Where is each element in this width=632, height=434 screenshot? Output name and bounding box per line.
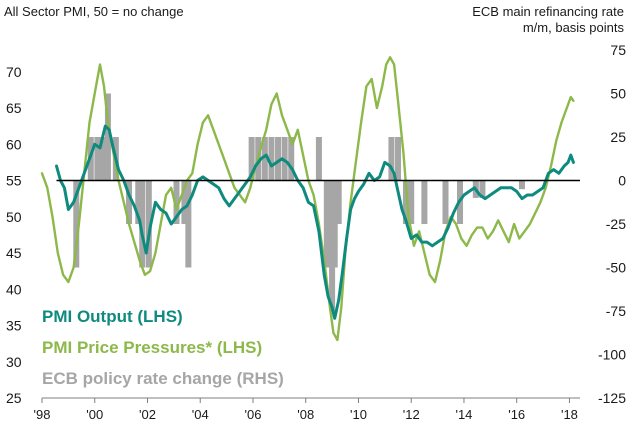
y-left-tick-label: 70 — [6, 64, 22, 80]
y-left-tick-label: 55 — [6, 173, 22, 189]
right-axis-label: ECB main refinancing rate m/m, basis poi… — [472, 4, 624, 36]
policy-rate-bar — [126, 180, 133, 224]
x-tick-label: '04 — [192, 407, 209, 422]
policy-rate-bar — [248, 137, 255, 181]
right-axis-label-line2: m/m, basis points — [522, 20, 624, 35]
policy-rate-bar — [135, 180, 142, 224]
policy-rate-bar — [421, 180, 428, 224]
policy-rate-bar — [395, 137, 402, 181]
legend-output: PMI Output (LHS) — [42, 307, 183, 326]
y-left-tick-label: 65 — [6, 100, 22, 116]
policy-rate-bar — [145, 180, 152, 268]
policy-rate-bar — [479, 180, 486, 198]
y-right-tick-label: 75 — [610, 42, 626, 58]
series-lines — [40, 56, 575, 342]
x-tick-label: '18 — [561, 407, 578, 422]
y-right-tick-label: 50 — [610, 86, 626, 102]
x-tick-label: '10 — [350, 407, 367, 422]
x-tick-label: '12 — [403, 407, 420, 422]
policy-rate-bar — [94, 137, 101, 181]
policy-rate-bar — [104, 93, 111, 181]
legend-policy: ECB policy rate change (RHS) — [42, 369, 284, 388]
y-left-tick-label: 40 — [6, 281, 22, 297]
x-tick-label: '14 — [455, 407, 472, 422]
y-left-tick-label: 45 — [6, 245, 22, 261]
y-right-tick-label: 25 — [610, 129, 626, 145]
policy-rate-bar — [518, 180, 525, 190]
policy-rate-bar — [315, 137, 322, 181]
y-right-tick-label: -25 — [606, 216, 626, 232]
x-tick-label: '16 — [508, 407, 525, 422]
y-right-tick-label: -75 — [606, 303, 626, 319]
policy-rate-bar — [99, 137, 106, 181]
pmi-output-line — [55, 124, 575, 320]
y-left-tick-label: 25 — [6, 390, 22, 406]
y-left-tick-label: 50 — [6, 209, 22, 225]
x-tick-label: '98 — [34, 407, 51, 422]
x-tick-label: '02 — [139, 407, 156, 422]
x-tick-label: '00 — [86, 407, 103, 422]
policy-rate-bar — [185, 180, 192, 268]
policy-rate-bar — [73, 180, 80, 268]
policy-rate-bar — [388, 137, 395, 181]
x-tick-label: '06 — [245, 407, 262, 422]
policy-rate-bar — [173, 180, 180, 224]
y-right-tick-label: -50 — [606, 260, 626, 276]
policy-rate-bar — [402, 180, 409, 224]
policy-rate-bar — [275, 137, 282, 181]
policy-rate-bar — [335, 180, 342, 224]
policy-rate-bar — [281, 137, 288, 181]
policy-rate-bar — [139, 180, 146, 268]
policy-rate-bar — [331, 180, 338, 268]
y-left-tick-label: 30 — [6, 354, 22, 370]
axes: '98 '00 '02 '04 '06 '08 '10 '12 '14 '16 '18 25 30 35 4… — [6, 42, 626, 422]
y-right-tick-label: -100 — [598, 347, 626, 363]
y-right-tick-label: -125 — [598, 390, 626, 406]
y-right-tick-label: 0 — [618, 173, 626, 189]
policy-rate-bar — [261, 137, 268, 181]
left-axis-label: All Sector PMI, 50 = no change — [4, 4, 184, 19]
pmi-price-line — [40, 56, 575, 342]
policy-rate-bar — [268, 137, 275, 181]
y-left-tick-label: 60 — [6, 136, 22, 152]
x-tick-label: '08 — [297, 407, 314, 422]
policy-rate-bar — [288, 137, 295, 181]
policy-rate-bar — [442, 180, 449, 224]
policy-rate-bar — [181, 180, 188, 224]
right-axis-label-line1: ECB main refinancing rate — [472, 4, 624, 19]
legend-price: PMI Price Pressures* (LHS) — [42, 338, 263, 357]
y-left-tick-label: 35 — [6, 318, 22, 334]
policy-rate-bar — [408, 180, 415, 224]
